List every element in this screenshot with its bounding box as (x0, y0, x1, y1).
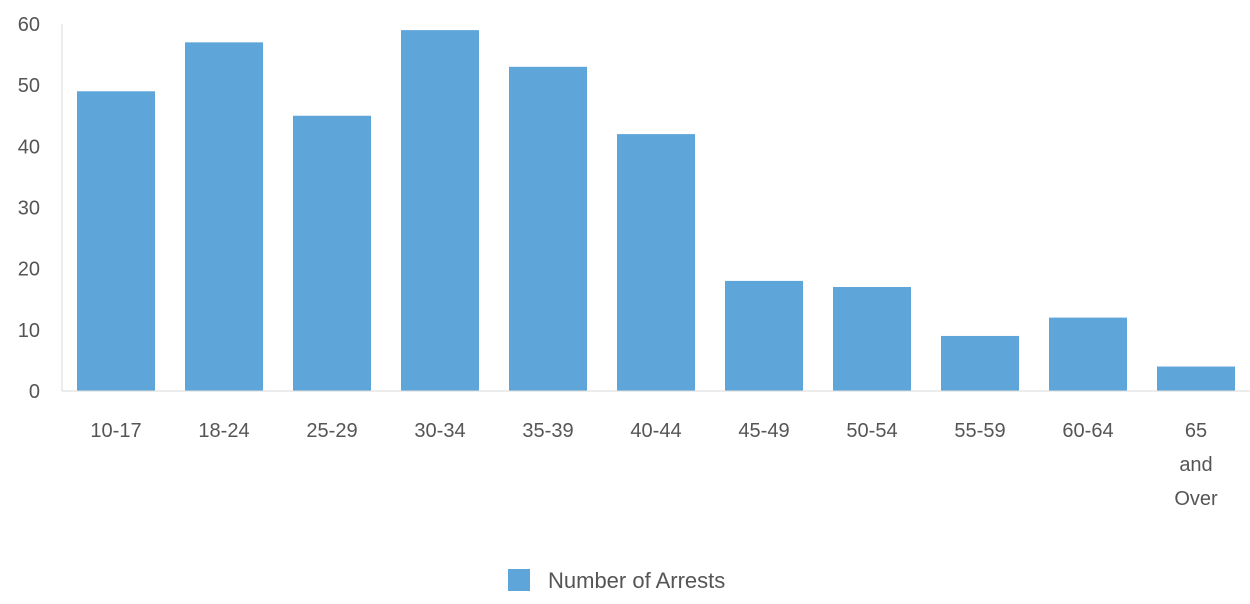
legend: Number of Arrests (508, 568, 725, 593)
y-tick-label: 20 (18, 259, 40, 281)
x-tick-label: 25-29 (306, 420, 357, 442)
x-tick-label: 40-44 (630, 420, 681, 442)
bar[interactable] (833, 287, 911, 391)
bar[interactable] (941, 335, 1019, 391)
y-tick-label: 50 (18, 75, 40, 97)
bar[interactable] (293, 115, 371, 391)
x-tick-label: 45-49 (738, 420, 789, 442)
bars (77, 30, 1235, 392)
x-tick-label: 60-64 (1062, 420, 1113, 442)
bar[interactable] (509, 66, 587, 392)
bar[interactable] (401, 30, 479, 391)
bar[interactable] (725, 280, 803, 391)
x-tick-label: 30-34 (414, 420, 465, 442)
legend-label: Number of Arrests (548, 568, 725, 593)
y-tick-label: 0 (29, 381, 40, 403)
y-tick-label: 30 (18, 198, 40, 220)
x-tick-label: 10-17 (90, 420, 141, 442)
bar[interactable] (1049, 317, 1127, 391)
x-tick-label: 50-54 (846, 420, 897, 442)
y-tick-label: 10 (18, 320, 40, 342)
y-axis: 0 10 20 30 40 50 60 (18, 14, 63, 403)
bar[interactable] (1157, 366, 1235, 391)
y-tick-label: 60 (18, 14, 40, 36)
y-tick-label: 40 (18, 136, 40, 158)
x-axis: 10-17 18-24 25-29 30-34 35-39 40-44 45-49 50-54… (62, 390, 1250, 510)
x-tick-label: 35-39 (522, 420, 573, 442)
x-tick-label: 18-24 (198, 420, 249, 442)
bar[interactable] (185, 42, 263, 391)
x-tick-label: 55-59 (954, 420, 1005, 442)
bar[interactable] (617, 134, 695, 391)
legend-swatch (508, 569, 530, 591)
bar[interactable] (77, 91, 155, 392)
x-tick-label: 65 and Over (1174, 420, 1218, 510)
